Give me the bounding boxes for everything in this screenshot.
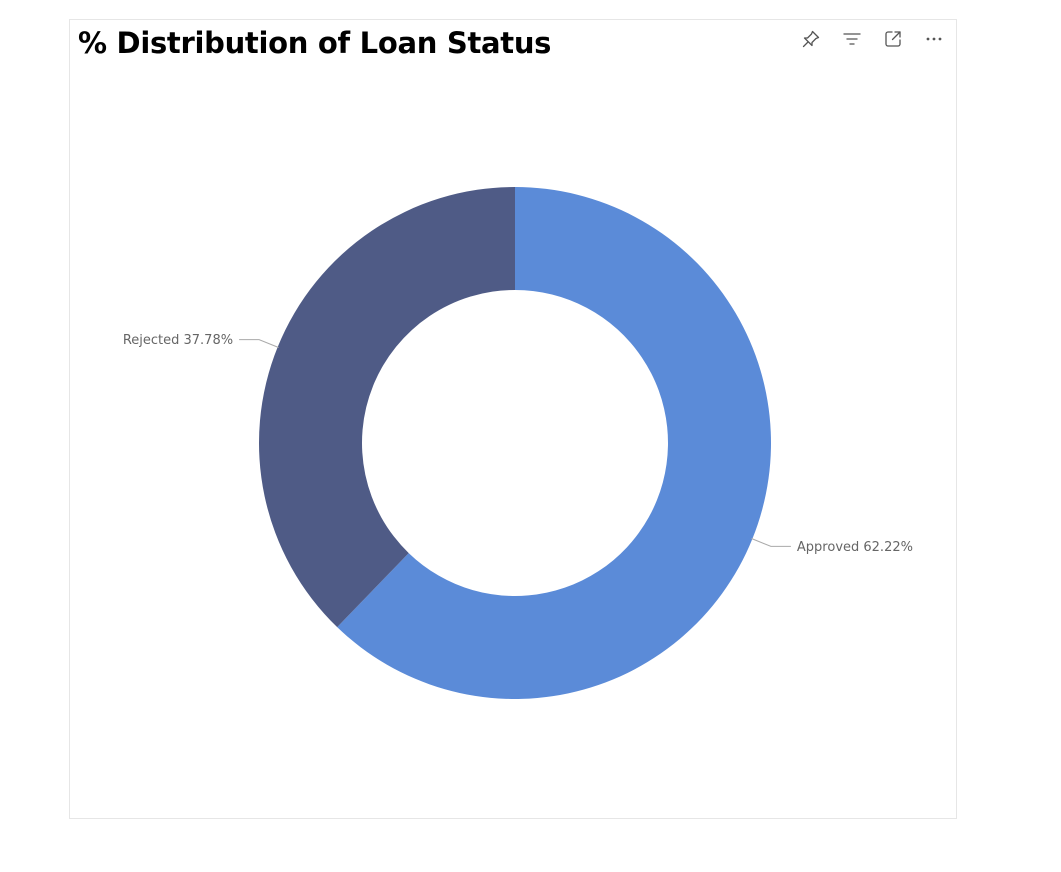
donut-chart: Approved 62.22% Rejected 37.78%: [123, 187, 913, 700]
leader-line-approved: [751, 538, 791, 547]
leader-line-rejected: [239, 339, 279, 348]
filter-icon[interactable]: [836, 26, 868, 52]
data-label-rejected: Rejected 37.78%: [123, 333, 233, 348]
focus-mode-icon[interactable]: [877, 26, 909, 52]
chart-visual: % Distribution of Loan Status: [69, 19, 957, 819]
chart-title: % Distribution of Loan Status: [78, 26, 552, 60]
visual-header-toolbar: [795, 26, 950, 52]
data-label-approved: Approved 62.22%: [797, 540, 913, 555]
more-options-icon[interactable]: [918, 26, 950, 52]
slice-approved[interactable]: [337, 187, 771, 700]
pin-icon[interactable]: [795, 26, 827, 52]
slice-rejected[interactable]: [259, 187, 515, 628]
